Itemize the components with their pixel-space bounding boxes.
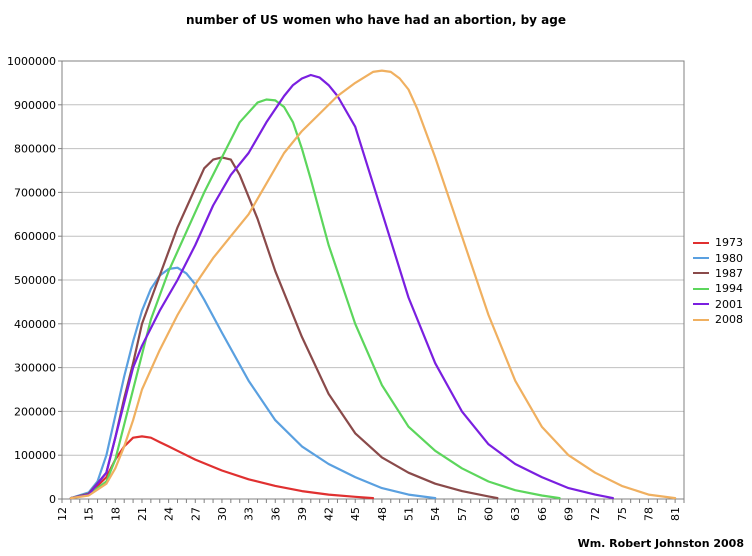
series-line-2001	[69, 73, 615, 500]
legend-item-1987: 1987	[693, 266, 751, 281]
legend-label: 1987	[715, 266, 743, 280]
legend-item-2001: 2001	[693, 297, 751, 312]
series-layer	[69, 69, 677, 500]
x-tick-label: 15	[83, 507, 96, 521]
x-tick-label: 24	[163, 507, 176, 521]
legend-label: 2001	[715, 297, 743, 311]
legend-item-1980: 1980	[693, 250, 751, 265]
x-tick-label: 63	[509, 507, 522, 521]
legend-swatch	[693, 241, 709, 244]
legend-swatch	[693, 272, 709, 275]
x-tick-label: 66	[536, 507, 549, 521]
x-tick-label: 48	[376, 507, 389, 521]
x-tick-label: 57	[456, 507, 469, 521]
x-tick-label: 12	[56, 507, 69, 521]
x-tick-label: 54	[429, 507, 442, 521]
x-tick-label: 51	[403, 507, 416, 521]
x-tick-label: 81	[669, 507, 682, 521]
x-tick-label: 75	[616, 507, 629, 521]
x-tick-label: 21	[136, 507, 149, 521]
y-tick-label: 800000	[14, 143, 56, 156]
y-tick-label: 0	[49, 493, 56, 506]
x-tick-label: 36	[269, 507, 282, 521]
x-tick-label: 69	[562, 507, 575, 521]
legend-swatch	[693, 303, 709, 306]
legend-item-1994: 1994	[693, 281, 751, 296]
author-credit: Wm. Robert Johnston 2008	[577, 537, 744, 550]
y-tick-label: 100000	[14, 449, 56, 462]
x-tick-label: 30	[216, 507, 229, 521]
grid-layer	[62, 60, 684, 500]
x-tick-label: 39	[296, 507, 309, 521]
legend-item-2008: 2008	[693, 312, 751, 327]
axis-layer: 0 100000 200000 300000 400000 500000 600000 700…	[7, 55, 685, 521]
x-tick-label: 42	[323, 507, 336, 521]
y-tick-label: 900000	[14, 99, 56, 112]
x-tick-label: 78	[642, 507, 655, 521]
x-tick-label: 60	[483, 507, 496, 521]
series-line-1994	[69, 98, 561, 500]
x-tick-label: 72	[589, 507, 602, 521]
legend-item-1973: 1973	[693, 235, 751, 250]
legend-swatch	[693, 318, 709, 321]
y-tick-label: 500000	[14, 274, 56, 287]
y-tick-label: 300000	[14, 362, 56, 375]
y-tick-label: 200000	[14, 405, 56, 418]
y-tick-label: 700000	[14, 186, 56, 199]
y-tick-label: 600000	[14, 230, 56, 243]
legend-label: 1980	[715, 251, 743, 265]
legend: 1973 1980 1987 1994 2001 2008	[693, 235, 751, 327]
legend-label: 1973	[715, 236, 743, 250]
legend-swatch	[693, 257, 709, 260]
legend-label: 1994	[715, 282, 743, 296]
series-line-1987	[69, 156, 499, 500]
y-tick-label: 400000	[14, 318, 56, 331]
x-tick-label: 33	[243, 507, 256, 521]
x-tick-label: 18	[109, 507, 122, 521]
series-line-2008	[69, 69, 677, 500]
y-tick-label: 1000000	[7, 55, 56, 68]
legend-swatch	[693, 287, 709, 290]
chart-title: number of US women who have had an abort…	[185, 13, 566, 27]
x-tick-label: 27	[189, 507, 202, 521]
x-tick-label: 45	[349, 507, 362, 521]
legend-label: 2008	[715, 313, 743, 327]
